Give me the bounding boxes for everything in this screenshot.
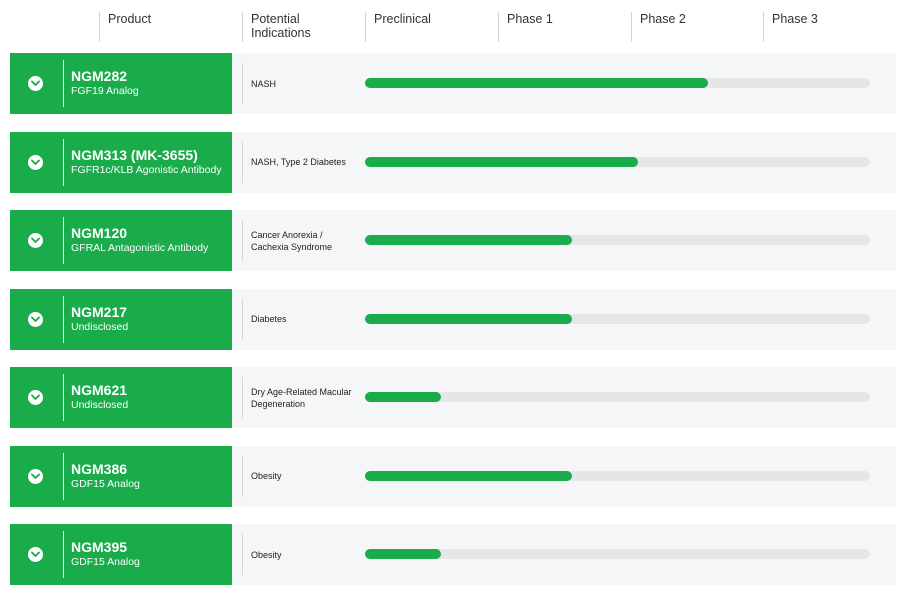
pipeline-header: Product Potential Indications Preclinica… [0,0,912,44]
pipeline-row: NGM395 GDF15 Analog Obesity [10,524,896,585]
progress-fill [365,549,441,559]
chevron-down-icon[interactable] [28,233,43,248]
product-subtitle: GDF15 Analog [71,477,140,490]
product-toggle[interactable]: NGM386 GDF15 Analog [10,445,232,507]
product-name: NGM120 [71,225,128,241]
progress-fill [365,78,709,88]
pipeline-row: NGM282 FGF19 Analog NASH [10,53,896,114]
product-divider [63,452,64,500]
pipeline-row: NGM313 (MK-3655) FGFR1c/KLB Agonistic An… [10,131,896,193]
indication-cell: NASH [242,63,360,104]
product-toggle[interactable]: NGM395 GDF15 Analog [10,524,232,585]
product-divider [63,60,64,107]
header-product: Product [99,12,151,42]
product-name: NGM395 [71,539,128,555]
chevron-down-icon[interactable] [28,468,43,484]
indication-cell: NASH, Type 2 Diabetes [242,141,360,183]
indication-cell: Diabetes [242,298,360,340]
product-subtitle: Undisclosed [71,320,129,333]
product-name: NGM282 [71,68,128,84]
product-divider [63,531,64,578]
indication-text: Obesity [251,471,282,481]
progress-track [365,392,870,402]
product-divider [63,217,64,264]
header-phase-1: Phase 1 [498,12,553,42]
product-toggle[interactable]: NGM120 GFRAL Antagonistic Antibody [10,210,232,271]
product-divider [63,374,64,421]
progress-track [365,470,870,481]
progress-fill [365,392,441,402]
product-name: NGM217 [71,303,128,320]
pipeline-row: NGM120 GFRAL Antagonistic Antibody Cance… [10,210,896,271]
progress-fill [365,470,573,481]
product-toggle[interactable]: NGM217 Undisclosed [10,288,232,350]
indication-cell: Obesity [242,455,360,497]
progress-track [365,78,870,88]
chevron-down-icon[interactable] [28,76,43,91]
header-preclinical: Preclinical [365,12,431,42]
product-subtitle: Undisclosed [71,399,129,411]
chevron-down-icon[interactable] [28,547,43,562]
product-toggle[interactable]: NGM621 Undisclosed [10,367,232,428]
header-phase-2: Phase 2 [631,12,686,42]
product-toggle[interactable]: NGM282 FGF19 Analog [10,53,232,114]
chevron-down-icon[interactable] [28,390,43,405]
header-indications: Potential Indications [242,12,311,42]
pipeline-list: NGM282 FGF19 Analog NASH NGM313 (MK-3655… [10,53,896,593]
progress-fill [365,156,638,167]
progress-track [365,156,870,167]
pipeline-row: NGM386 GDF15 Analog Obesity [10,445,896,507]
progress-fill [365,313,573,324]
progress-track [365,549,870,559]
pipeline-row: NGM217 Undisclosed Diabetes [10,288,896,350]
indication-cell: Obesity [242,534,360,575]
chevron-down-icon[interactable] [28,154,43,170]
indication-cell: Cancer Anorexia / Cachexia Syndrome [242,220,360,261]
indication-text: NASH, Type 2 Diabetes [251,157,346,167]
product-subtitle: GFRAL Antagonistic Antibody [71,242,209,254]
chevron-down-icon[interactable] [28,311,43,327]
indication-text: NASH [251,78,277,89]
indication-text: Cancer Anorexia / Cachexia Syndrome [251,229,333,252]
product-subtitle: FGF19 Analog [71,85,139,97]
pipeline-row: NGM621 Undisclosed Dry Age-Related Macul… [10,367,896,428]
product-name: NGM621 [71,382,128,398]
product-name: NGM313 (MK-3655) [71,146,198,163]
product-divider [63,295,64,343]
indication-text: Obesity [251,549,282,560]
indication-text: Dry Age-Related Macular Degeneration [251,386,352,409]
indication-cell: Dry Age-Related Macular Degeneration [242,377,360,418]
product-toggle[interactable]: NGM313 (MK-3655) FGFR1c/KLB Agonistic An… [10,131,232,193]
progress-track [365,235,870,245]
header-phase-3: Phase 3 [763,12,818,42]
progress-track [365,313,870,324]
product-subtitle: GDF15 Analog [71,556,140,568]
product-name: NGM386 [71,460,128,477]
product-subtitle: FGFR1c/KLB Agonistic Antibody [71,163,222,176]
progress-fill [365,235,573,245]
product-divider [63,138,64,186]
indication-text: Diabetes [251,314,287,324]
